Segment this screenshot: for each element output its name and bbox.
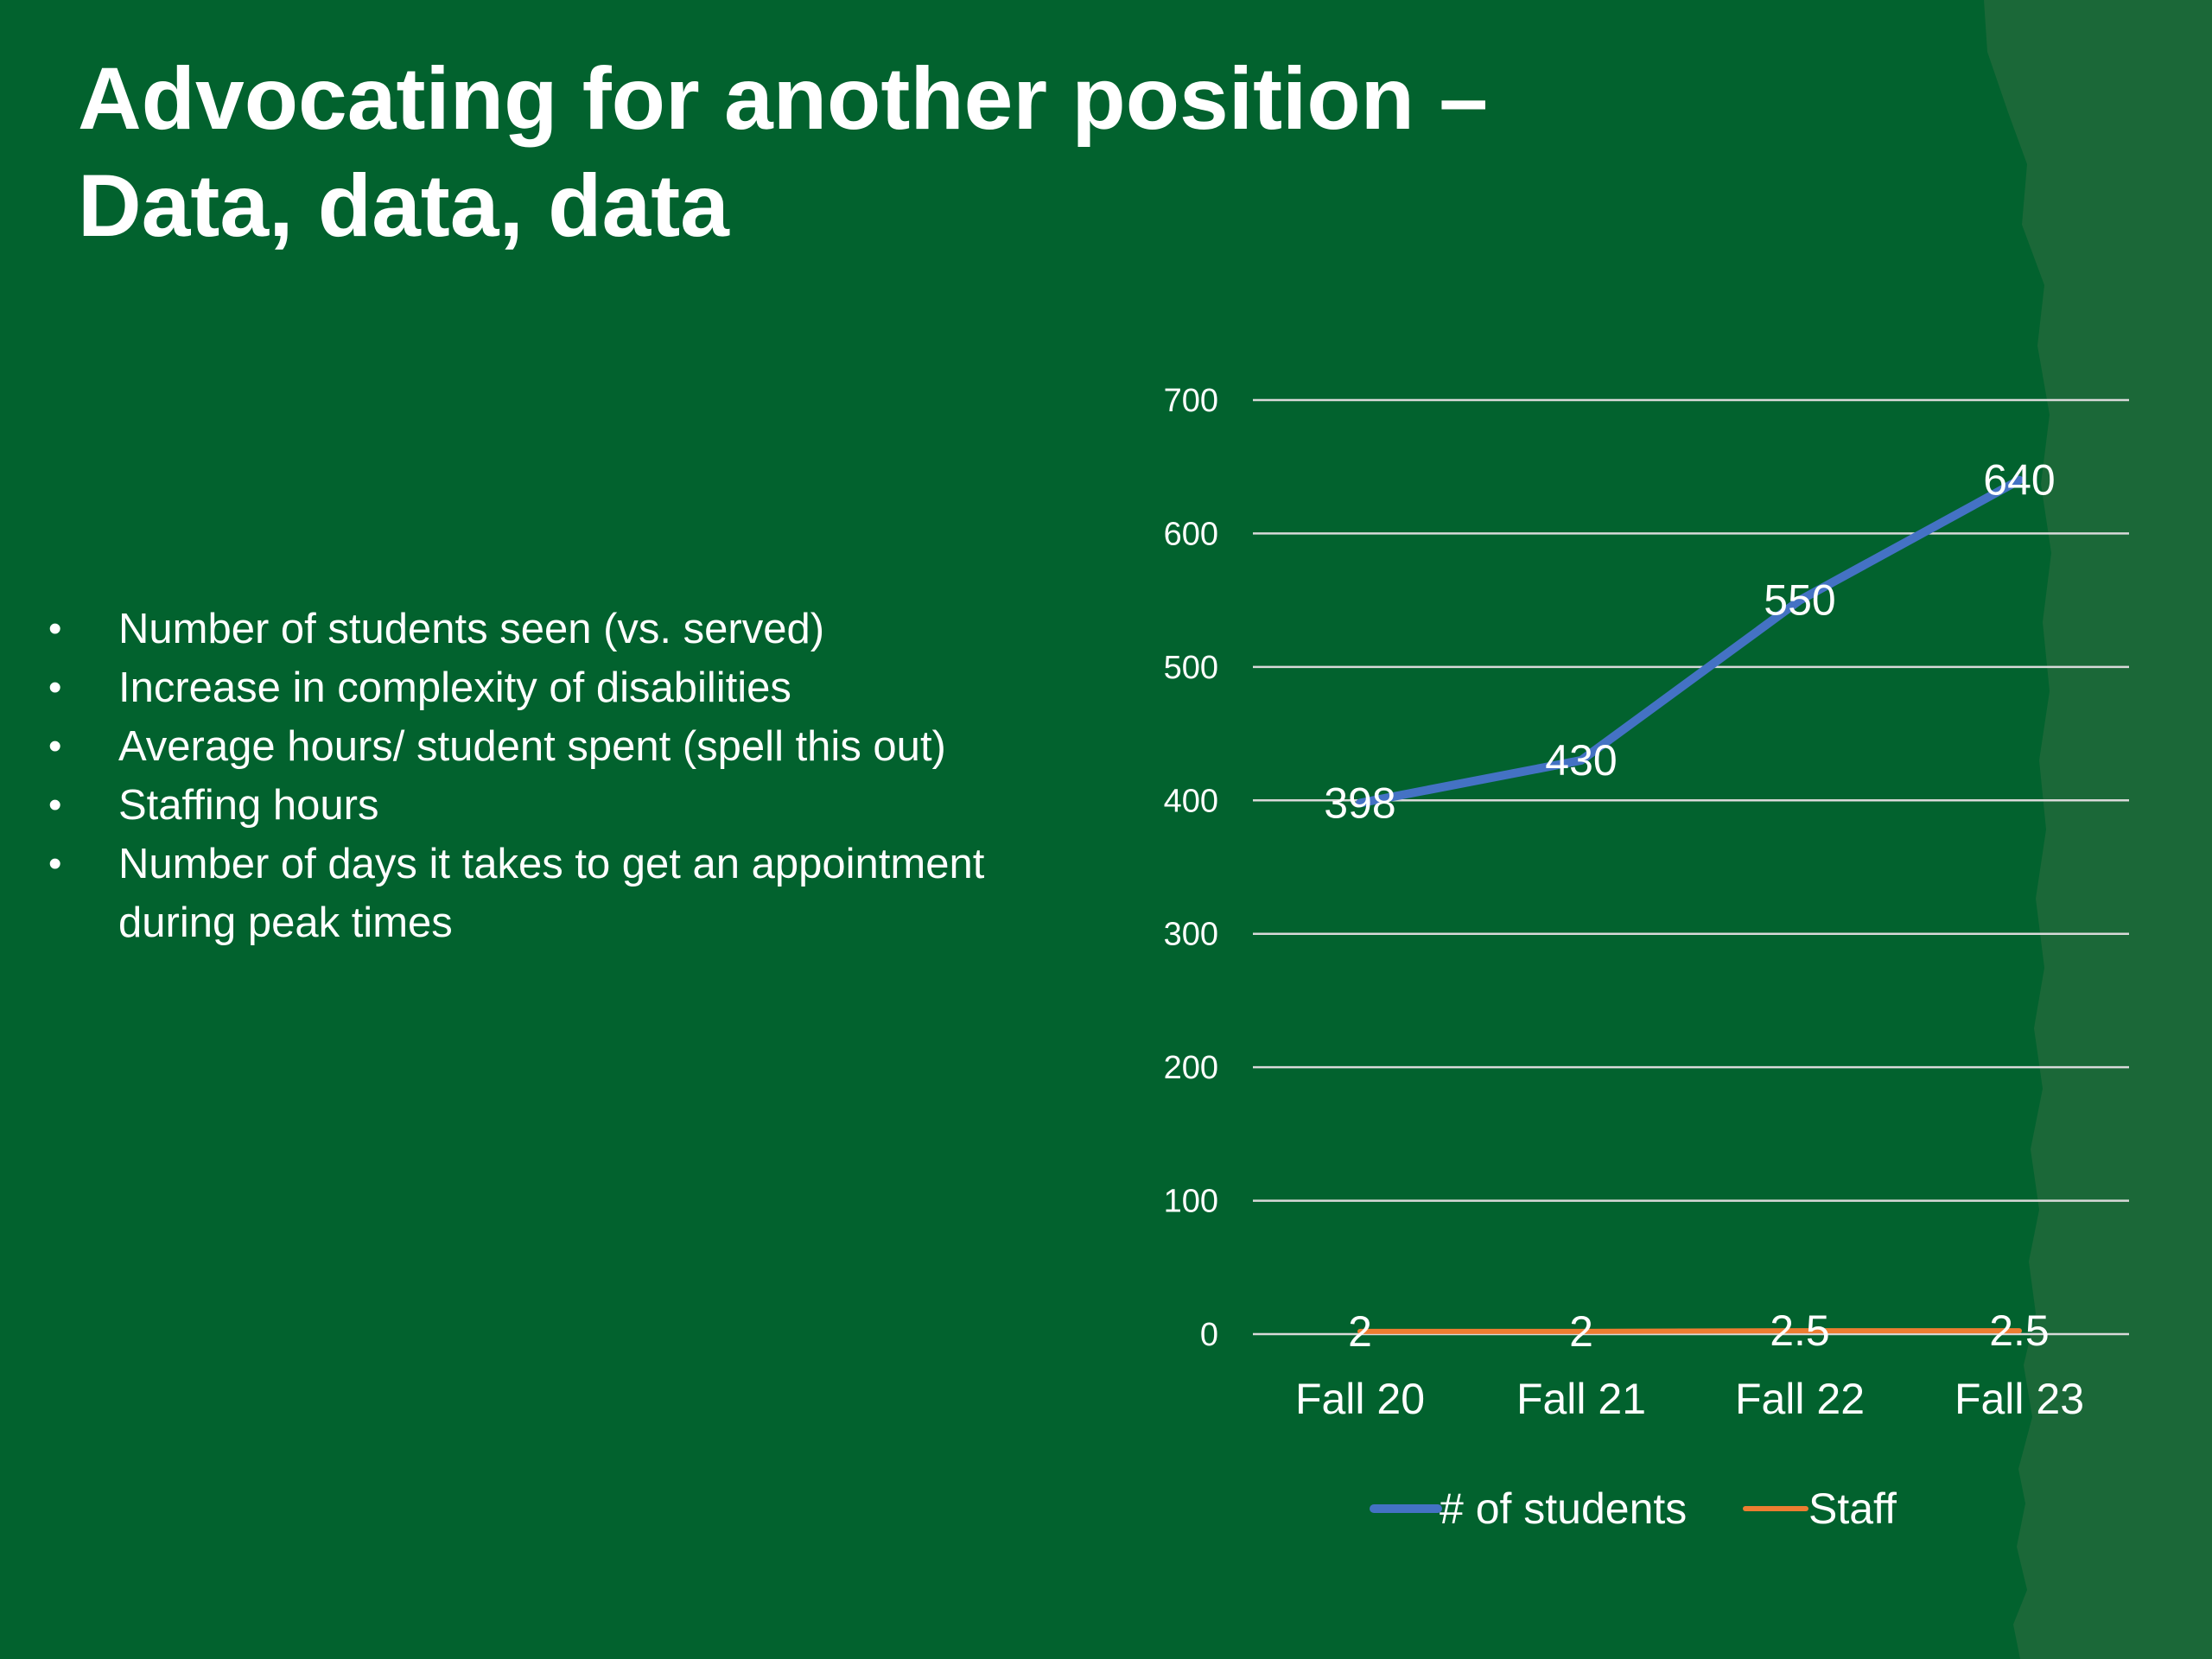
y-tick-label: 400 [1164,783,1218,819]
bullet-item: Increase in complexity of disabilities [35,658,1089,717]
title-line-2: Data, data, data [78,156,729,255]
data-point [1580,759,1582,761]
data-label: 2 [1569,1307,1593,1356]
x-tick-label: Fall 20 [1295,1375,1425,1423]
x-tick-label: Fall 21 [1516,1375,1646,1423]
data-point [1359,1330,1361,1332]
bullet-item: Average hours/ student spent (spell this… [35,717,1089,776]
bullet-item: Number of students seen (vs. served) [35,600,1089,658]
y-tick-label: 500 [1164,650,1218,686]
data-label: 2.5 [1770,1306,1830,1355]
data-label: 430 [1545,736,1617,785]
y-tick-label: 0 [1200,1317,1218,1353]
y-tick-label: 100 [1164,1184,1218,1220]
data-label: 640 [1983,456,2055,505]
bullet-item: Staffing hours [35,776,1089,835]
data-point [1799,599,1801,601]
data-label: 398 [1324,779,1395,827]
data-point [2018,479,2020,481]
y-tick-label: 700 [1164,383,1218,419]
data-label: 2 [1348,1307,1372,1356]
series-line [1356,475,2024,808]
data-point [1799,1330,1801,1332]
data-point [1359,802,1361,804]
y-tick-label: 300 [1164,917,1218,953]
x-tick-label: Fall 23 [1955,1375,2084,1423]
data-label: 2.5 [1989,1306,2050,1355]
series-line [1357,1328,2022,1334]
data-point [1580,1330,1582,1332]
x-tick-label: Fall 22 [1735,1375,1865,1423]
legend-label: Staff [1808,1484,1897,1533]
slide-title: Advocating for another position – Data, … [78,45,1599,259]
title-line-1: Advocating for another position – [78,49,1489,148]
y-tick-label: 600 [1164,516,1218,552]
bullet-list: Number of students seen (vs. served) Inc… [35,600,1089,952]
y-tick-label: 200 [1164,1050,1218,1086]
bullet-item: Number of days it takes to get an appoin… [35,835,1089,952]
legend-label: # of students [1440,1484,1687,1533]
data-label: 550 [1764,576,1835,625]
data-point [2018,1330,2020,1332]
